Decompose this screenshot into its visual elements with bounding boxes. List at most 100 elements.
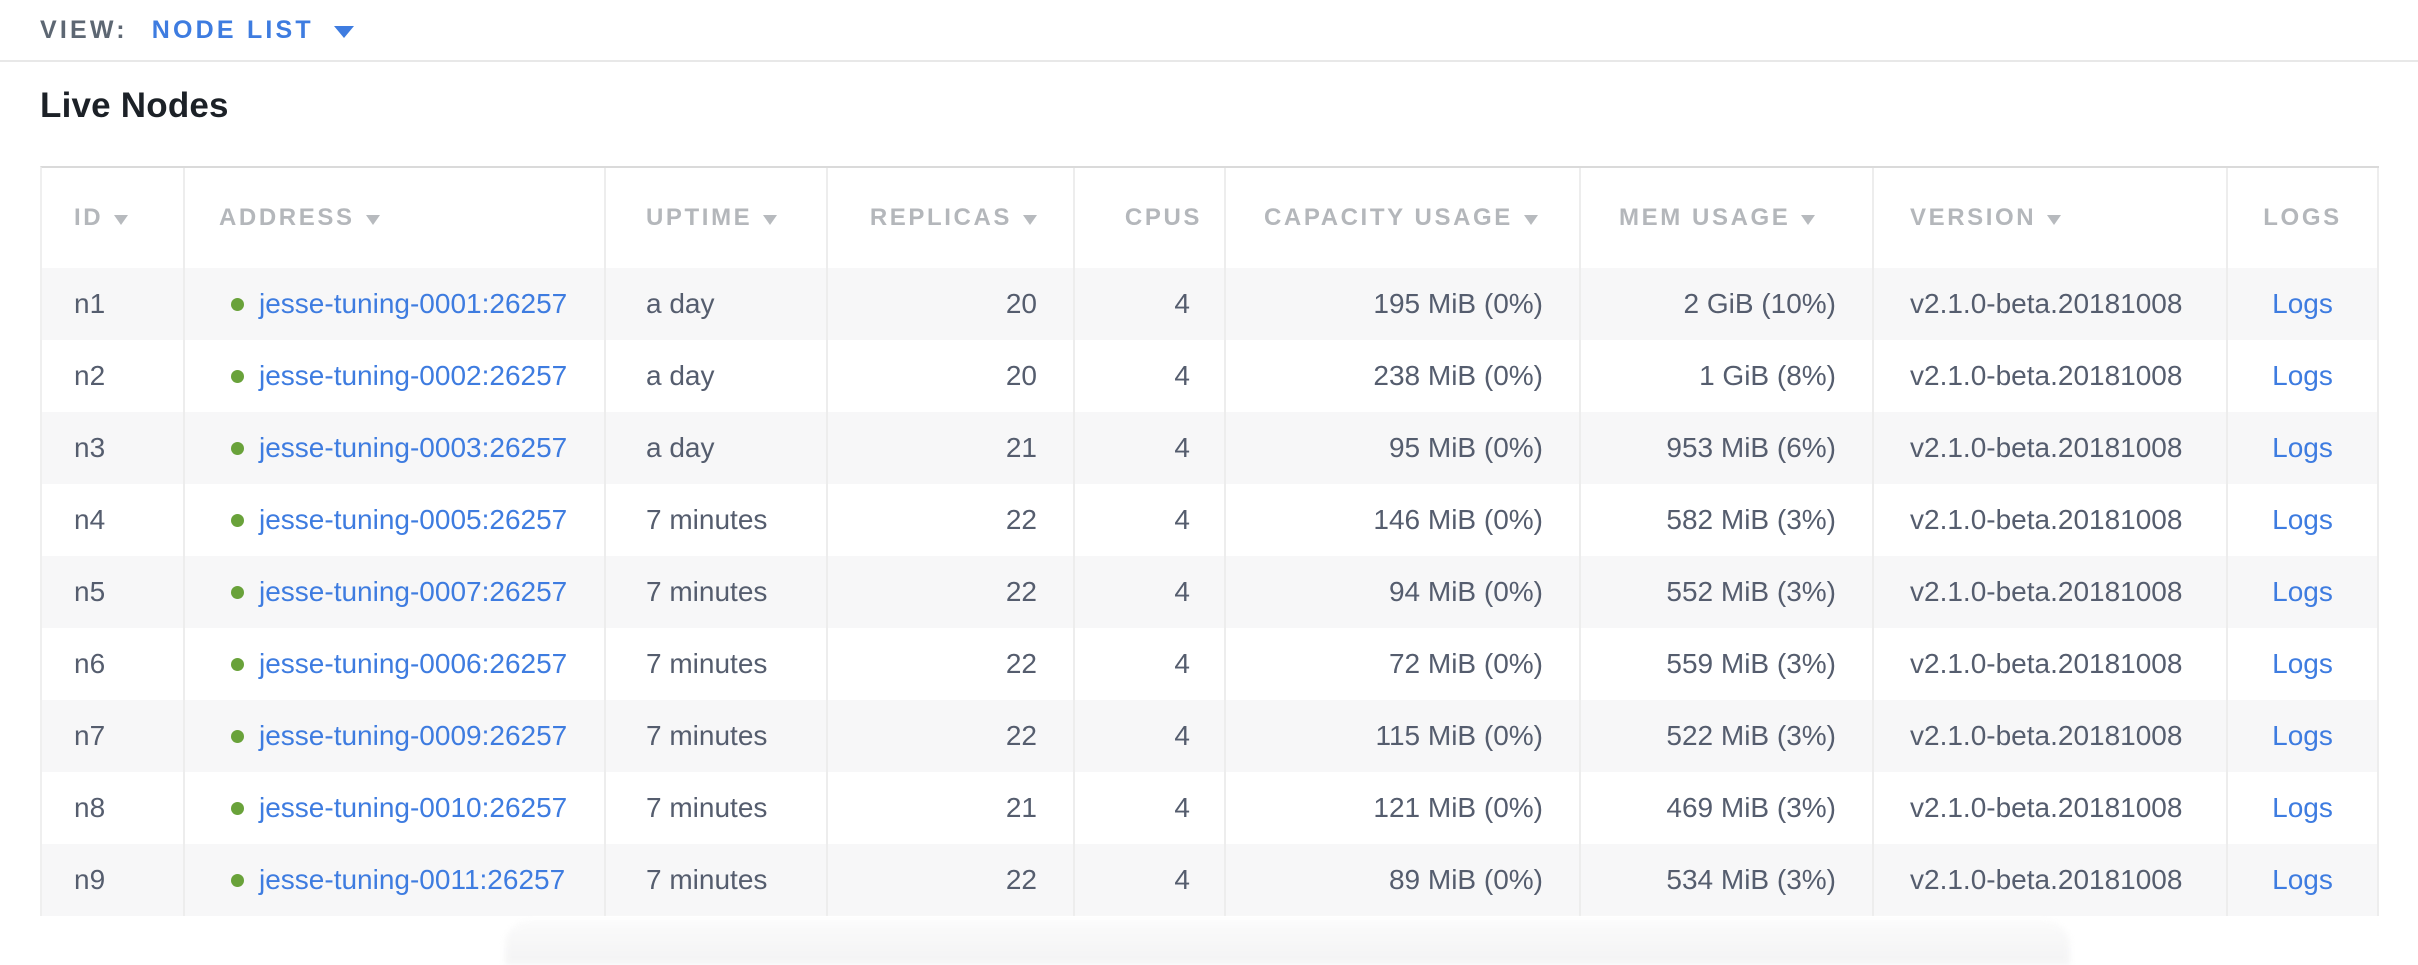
column-header-uptime[interactable]: UPTIME [606, 168, 828, 268]
column-header-address[interactable]: ADDRESS [185, 168, 606, 268]
address-link[interactable]: jesse-tuning-0002:26257 [259, 360, 568, 391]
mem-usage-value: 582 MiB (3%) [1666, 504, 1836, 535]
cell-logs: Logs [2228, 484, 2379, 556]
mem-usage-value: 953 MiB (6%) [1666, 432, 1836, 463]
cell-mem-usage: 559 MiB (3%) [1581, 628, 1874, 700]
live-status-dot-icon [231, 730, 244, 743]
cell-address: jesse-tuning-0006:26257 [185, 628, 606, 700]
address-link[interactable]: jesse-tuning-0011:26257 [259, 864, 566, 895]
cell-cpus: 4 [1075, 412, 1226, 484]
node-id: n2 [74, 360, 106, 391]
sort-desc-icon [1023, 215, 1037, 225]
uptime-value: 7 minutes [646, 576, 768, 607]
node-id: n7 [74, 720, 106, 751]
address-link[interactable]: jesse-tuning-0010:26257 [259, 792, 568, 823]
table-row: n6 jesse-tuning-0006:26257 7 minutes 22 … [42, 628, 2379, 700]
cpus-value: 4 [1174, 576, 1190, 607]
cell-version: v2.1.0-beta.20181008 [1874, 484, 2228, 556]
page-title: Live Nodes [40, 86, 229, 125]
replicas-value: 22 [1005, 576, 1037, 607]
replicas-value: 22 [1005, 648, 1037, 679]
cell-mem-usage: 2 GiB (10%) [1581, 268, 1874, 340]
logs-link[interactable]: Logs [2272, 648, 2333, 679]
live-nodes-table: ID ADDRESS UPTIME REPLICAS CPUS CAPACITY… [40, 166, 2379, 916]
cell-logs: Logs [2228, 340, 2379, 412]
column-header-replicas[interactable]: REPLICAS [828, 168, 1075, 268]
column-header-mem-usage[interactable]: MEM USAGE [1581, 168, 1874, 268]
capacity-usage-value: 72 MiB (0%) [1388, 648, 1543, 679]
node-id: n9 [74, 864, 106, 895]
table-row: n3 jesse-tuning-0003:26257 a day 21 4 95… [42, 412, 2379, 484]
cell-uptime: a day [606, 412, 828, 484]
address-link[interactable]: jesse-tuning-0005:26257 [259, 504, 568, 535]
mem-usage-value: 552 MiB (3%) [1666, 576, 1836, 607]
version-value: v2.1.0-beta.20181008 [1910, 504, 2183, 535]
column-header-cpus: CPUS [1075, 168, 1226, 268]
cell-capacity-usage: 95 MiB (0%) [1226, 412, 1581, 484]
cell-cpus: 4 [1075, 268, 1226, 340]
cell-address: jesse-tuning-0002:26257 [185, 340, 606, 412]
logs-link[interactable]: Logs [2272, 720, 2333, 751]
cell-capacity-usage: 89 MiB (0%) [1226, 844, 1581, 916]
replicas-value: 22 [1005, 504, 1037, 535]
column-header-label: MEM USAGE [1619, 204, 1791, 231]
live-nodes-table-wrap: ID ADDRESS UPTIME REPLICAS CPUS CAPACITY… [40, 166, 2418, 916]
address-link[interactable]: jesse-tuning-0001:26257 [259, 288, 568, 319]
view-label: VIEW: [40, 15, 128, 44]
address-link[interactable]: jesse-tuning-0009:26257 [259, 720, 568, 751]
cpus-value: 4 [1174, 864, 1190, 895]
cell-address: jesse-tuning-0003:26257 [185, 412, 606, 484]
address-link[interactable]: jesse-tuning-0003:26257 [259, 432, 568, 463]
cell-address: jesse-tuning-0005:26257 [185, 484, 606, 556]
column-header-label: REPLICAS [869, 204, 1012, 231]
table-row: n7 jesse-tuning-0009:26257 7 minutes 22 … [42, 700, 2379, 772]
cell-version: v2.1.0-beta.20181008 [1874, 412, 2228, 484]
cell-address: jesse-tuning-0010:26257 [185, 772, 606, 844]
version-value: v2.1.0-beta.20181008 [1910, 864, 2183, 895]
cell-replicas: 20 [828, 340, 1075, 412]
column-header-label: ADDRESS [219, 204, 355, 231]
cell-replicas: 22 [828, 700, 1075, 772]
column-header-logs: LOGS [2228, 168, 2379, 268]
logs-link[interactable]: Logs [2272, 864, 2333, 895]
version-value: v2.1.0-beta.20181008 [1910, 648, 2183, 679]
view-dropdown[interactable]: NODE LIST [152, 16, 354, 45]
cell-version: v2.1.0-beta.20181008 [1874, 844, 2228, 916]
cell-version: v2.1.0-beta.20181008 [1874, 772, 2228, 844]
cell-node-id: n8 [42, 772, 185, 844]
column-header-label: CAPACITY USAGE [1264, 204, 1513, 231]
version-value: v2.1.0-beta.20181008 [1910, 792, 2183, 823]
cell-mem-usage: 552 MiB (3%) [1581, 556, 1874, 628]
live-status-dot-icon [231, 586, 244, 599]
replicas-value: 21 [1005, 792, 1037, 823]
capacity-usage-value: 121 MiB (0%) [1373, 792, 1543, 823]
cpus-value: 4 [1174, 432, 1190, 463]
cell-node-id: n6 [42, 628, 185, 700]
live-status-dot-icon [231, 658, 244, 671]
address-link[interactable]: jesse-tuning-0007:26257 [259, 576, 568, 607]
cell-mem-usage: 953 MiB (6%) [1581, 412, 1874, 484]
column-header-capacity-usage[interactable]: CAPACITY USAGE [1226, 168, 1581, 268]
sort-desc-icon [2047, 215, 2062, 225]
cell-replicas: 20 [828, 268, 1075, 340]
cell-logs: Logs [2228, 268, 2379, 340]
logs-link[interactable]: Logs [2272, 576, 2333, 607]
cell-logs: Logs [2228, 700, 2379, 772]
cell-uptime: 7 minutes [606, 772, 828, 844]
logs-link[interactable]: Logs [2272, 432, 2333, 463]
column-header-id[interactable]: ID [42, 168, 185, 268]
cpus-value: 4 [1174, 648, 1190, 679]
cell-cpus: 4 [1075, 772, 1226, 844]
logs-link[interactable]: Logs [2272, 792, 2333, 823]
logs-link[interactable]: Logs [2272, 504, 2333, 535]
cell-cpus: 4 [1075, 700, 1226, 772]
cell-capacity-usage: 195 MiB (0%) [1226, 268, 1581, 340]
sort-desc-icon [1523, 215, 1538, 225]
address-link[interactable]: jesse-tuning-0006:26257 [259, 648, 568, 679]
cell-uptime: 7 minutes [606, 484, 828, 556]
cell-node-id: n3 [42, 412, 185, 484]
column-header-version[interactable]: VERSION [1874, 168, 2228, 268]
logs-link[interactable]: Logs [2272, 288, 2333, 319]
mem-usage-value: 559 MiB (3%) [1666, 648, 1836, 679]
logs-link[interactable]: Logs [2272, 360, 2333, 391]
